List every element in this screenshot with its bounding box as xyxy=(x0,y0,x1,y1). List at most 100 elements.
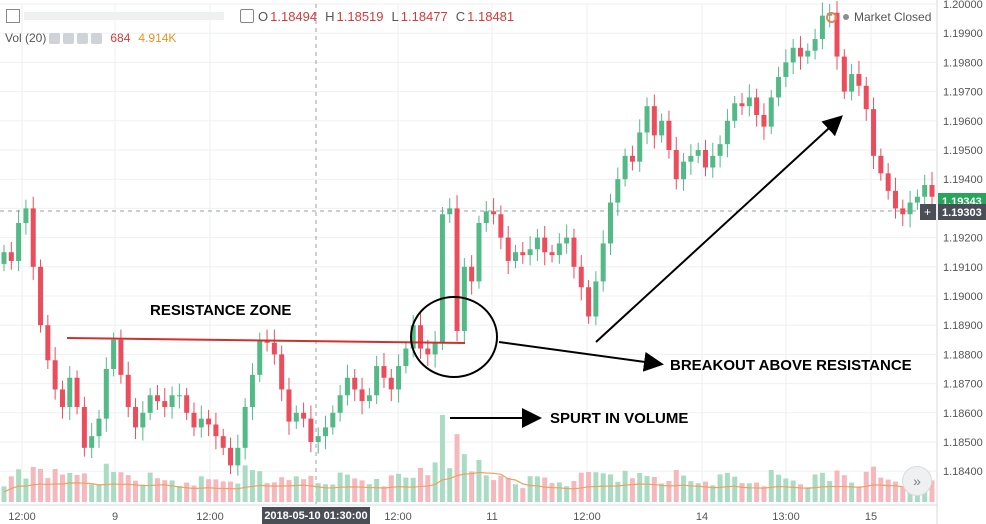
candle-body xyxy=(133,406,139,428)
volume-spurt-label: SPURT IN VOLUME xyxy=(550,410,689,427)
eye-icon[interactable] xyxy=(63,32,75,44)
volume-bar xyxy=(644,475,650,502)
candle-body xyxy=(615,179,621,203)
candle-body xyxy=(863,85,869,110)
candle-body xyxy=(929,185,935,197)
volume-bar xyxy=(629,478,635,502)
candle-body xyxy=(878,155,884,174)
collapse-icon[interactable] xyxy=(6,9,20,23)
volume-bar xyxy=(176,486,182,502)
y-tick-label: 1.19400 xyxy=(943,174,983,186)
candle-body xyxy=(783,62,789,77)
chevron-down-icon[interactable] xyxy=(49,32,61,44)
candle-body xyxy=(271,342,277,355)
volume-bar xyxy=(571,481,577,502)
volume-bar xyxy=(59,474,65,502)
candle-body xyxy=(483,211,489,223)
market-status-text: Market Closed xyxy=(854,10,932,24)
candle-body xyxy=(542,237,548,253)
volume-bar xyxy=(198,476,204,502)
volume-bar xyxy=(396,473,402,502)
forward-icon[interactable]: » xyxy=(902,466,932,496)
y-tick-label: 1.19700 xyxy=(943,87,983,99)
volume-bar xyxy=(637,473,643,502)
volume-bar xyxy=(688,481,694,502)
y-tick-label: 1.18400 xyxy=(943,466,983,478)
volume-ma-value: 4.914K xyxy=(138,31,177,45)
candle-body xyxy=(666,120,672,150)
candle-body xyxy=(491,211,497,215)
status-ring-icon xyxy=(826,11,837,23)
volume-bar xyxy=(615,481,621,502)
candle-body xyxy=(59,389,65,407)
candle-body xyxy=(659,120,665,136)
y-tick-label: 1.19100 xyxy=(943,262,983,274)
volume-bar xyxy=(717,474,723,502)
x-tick-label: 14 xyxy=(696,511,708,523)
volume-bar xyxy=(381,486,387,502)
volume-bar xyxy=(512,484,518,502)
volume-bar xyxy=(469,471,475,502)
volume-bar xyxy=(505,477,511,502)
crosshair-time-label: 2018-05-10 01:30:00 xyxy=(262,507,370,524)
volume-bar xyxy=(702,481,708,502)
candle-body xyxy=(118,339,124,375)
volume-bar xyxy=(184,482,190,502)
close-label: C xyxy=(455,8,466,24)
candle-body xyxy=(578,266,584,288)
y-tick-label: 1.18500 xyxy=(943,437,983,449)
volume-bar xyxy=(118,472,124,502)
volume-bar xyxy=(330,484,336,502)
volume-bar xyxy=(849,482,855,502)
y-tick-label: 1.18700 xyxy=(943,379,983,391)
volume-bar xyxy=(228,481,234,502)
candle-body xyxy=(914,196,920,203)
volume-ma-line xyxy=(3,471,933,493)
candle-body xyxy=(512,252,518,261)
volume-bar xyxy=(549,483,555,502)
settings-icon[interactable] xyxy=(77,32,89,44)
x-tick-label: 12:00 xyxy=(384,511,412,523)
candle-body xyxy=(607,202,613,244)
x-tick-label: 15 xyxy=(865,511,877,523)
volume-bar xyxy=(520,488,526,502)
candle-body xyxy=(410,325,416,349)
volume-bar xyxy=(681,475,687,502)
volume-bar xyxy=(352,478,358,502)
volume-bar xyxy=(929,480,935,502)
x-tick-label: 13:00 xyxy=(772,511,800,523)
candle-body xyxy=(403,348,409,367)
volume-bar xyxy=(191,485,197,502)
x-tick-label: 11 xyxy=(486,511,497,523)
candle-body xyxy=(366,395,372,402)
volume-bar xyxy=(103,463,109,502)
volume-bar xyxy=(447,468,453,502)
candle-body xyxy=(841,56,847,92)
candle-body xyxy=(425,348,431,355)
candle-body xyxy=(812,39,818,51)
close-icon[interactable] xyxy=(91,32,103,44)
candle-body xyxy=(359,389,365,402)
candle-body xyxy=(23,208,29,223)
market-status: Market Closed xyxy=(826,10,931,24)
candle-body xyxy=(169,395,175,407)
breakout-arrow xyxy=(498,341,664,372)
volume-bar xyxy=(74,475,80,502)
volume-bar xyxy=(169,480,175,502)
volume-bar xyxy=(293,476,299,502)
candle-body xyxy=(673,150,679,180)
candle-body xyxy=(176,395,182,397)
volume-bar xyxy=(111,472,117,502)
y-tick-label: 1.18900 xyxy=(943,320,983,332)
volume-bar xyxy=(403,477,409,502)
volume-bar xyxy=(527,476,533,502)
volume-bar xyxy=(651,477,657,502)
candle-body xyxy=(1,252,7,264)
volume-bar xyxy=(827,481,833,502)
candle-body xyxy=(644,106,650,133)
volume-bar xyxy=(96,484,102,502)
settings-icon[interactable] xyxy=(240,9,254,23)
volume-bar xyxy=(140,484,146,502)
candle-body xyxy=(629,155,635,162)
